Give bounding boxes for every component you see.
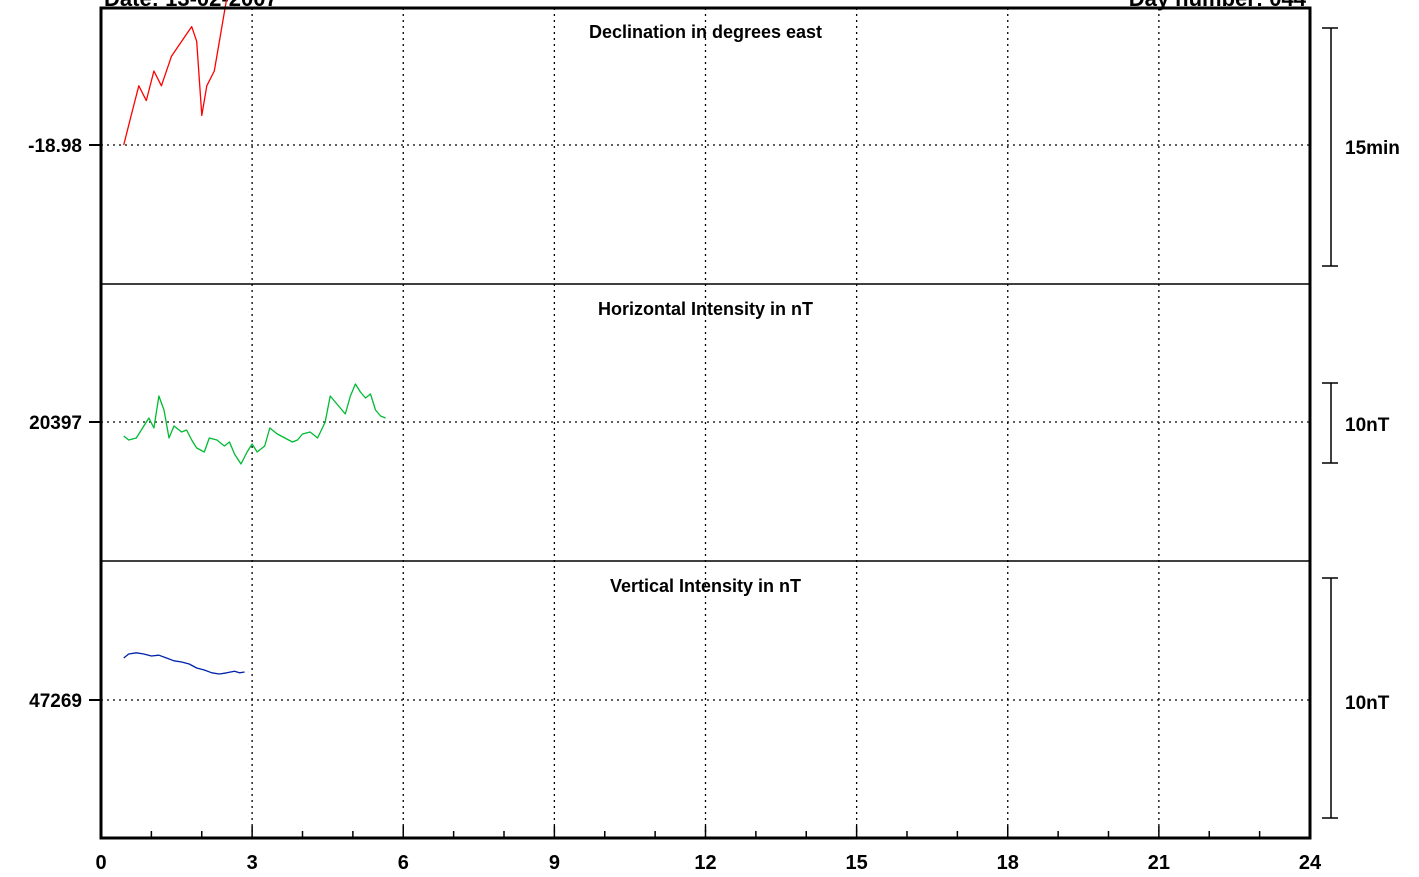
x-tick-label: 3 (247, 852, 258, 874)
series-line-horizontal (123, 383, 386, 465)
baseline-label-vertical: 47269 (29, 691, 82, 712)
panel-title-horizontal: Horizontal Intensity in nT (598, 299, 813, 319)
x-tick-label: 24 (1299, 852, 1322, 874)
x-tick-label: 0 (95, 852, 106, 874)
header-day-number: Day number: 044 (1129, 0, 1306, 12)
scale-label-vertical: 10nT (1345, 693, 1390, 714)
panel-title-vertical: Vertical Intensity in nT (610, 576, 801, 596)
series-line-vertical (123, 652, 245, 675)
x-tick-label: 21 (1148, 852, 1170, 874)
x-tick-label: 9 (549, 852, 560, 874)
panel-title-declination: Declination in degrees east (589, 22, 822, 42)
scale-label-horizontal: 10nT (1345, 415, 1390, 436)
baseline-label-horizontal: 20397 (29, 413, 82, 434)
scale-label-declination: 15min (1345, 138, 1400, 159)
data-lines (123, 0, 386, 675)
x-tick-label: 6 (398, 852, 409, 874)
grid (101, 8, 1310, 838)
labels: Declination in degrees east -18.98 15min Ho… (28, 22, 1400, 874)
chart-frame (89, 6, 1338, 840)
series-line-declination (123, 0, 228, 146)
x-tick-label: 15 (846, 852, 868, 874)
x-tick-label: 18 (997, 852, 1019, 874)
header-date: Date: 13-02-2007 (104, 0, 278, 12)
baseline-label-declination: -18.98 (28, 136, 82, 157)
x-tick-label: 12 (694, 852, 716, 874)
